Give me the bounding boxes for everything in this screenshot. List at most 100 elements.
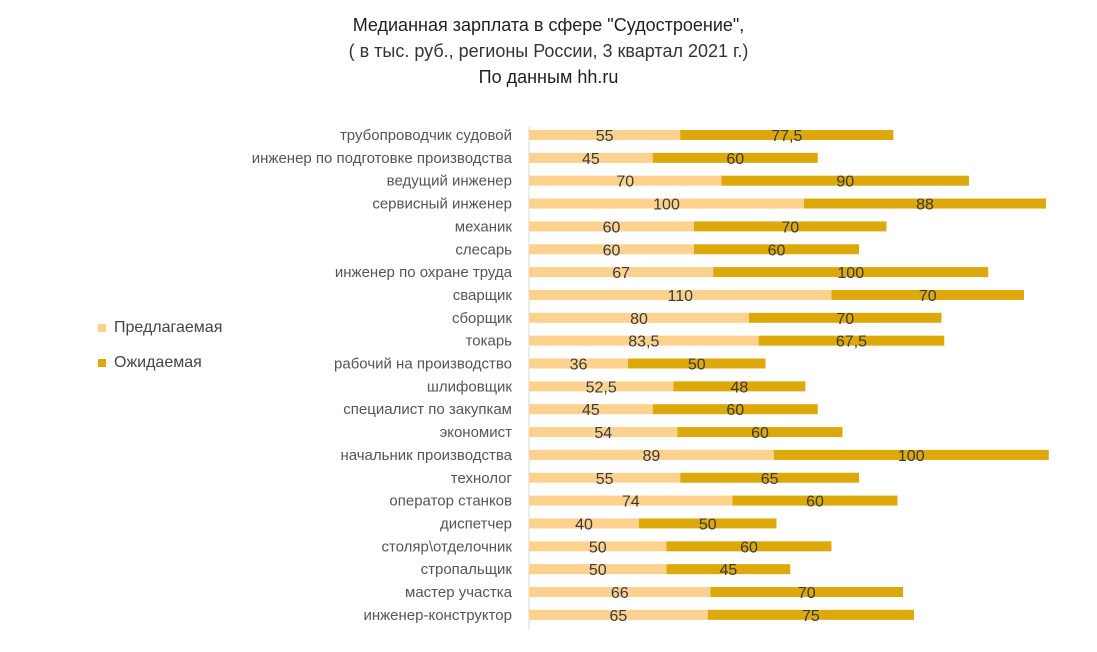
bar-expected [677,427,843,438]
data-label: 50 [589,562,607,579]
data-label: 60 [726,402,744,419]
bar-offered [529,472,681,483]
bar-offered [529,609,708,620]
data-label: 70 [781,219,799,236]
bar-offered [529,427,678,438]
bar-offered [529,564,667,575]
data-label: 67,5 [836,334,867,351]
data-label: 70 [616,174,634,191]
data-label: 40 [575,516,593,533]
bar-expected [732,495,898,506]
data-label: 50 [699,516,717,533]
category-label: слесарь [455,241,512,258]
category-label: технолог [451,470,513,487]
data-label: 66 [611,585,629,602]
data-label: 60 [740,539,758,556]
data-label: 100 [837,265,864,282]
bar-expected [666,564,791,575]
bar-expected [673,381,806,392]
bar-offered [529,289,832,300]
chart-subtitle: ( в тыс. руб., регионы России, 3 квартал… [348,41,749,61]
category-label: инженер по подготовке производства [252,150,513,167]
category-label: ведущий инженер [387,173,512,190]
category-label: столяр\отделочник [381,538,512,555]
data-label: 60 [603,242,621,259]
data-label: 83,5 [628,334,659,351]
data-label: 67 [612,265,630,282]
data-label: 70 [836,311,854,328]
bar-offered [529,130,681,140]
bar-offered [529,152,653,163]
legend-item-expected: Ожидаемая [98,353,222,373]
legend: Предлагаемая Ожидаемая [98,318,222,388]
bar-expected [666,541,832,552]
chart-title: Медианная зарплата в сфере "Судостроение… [352,15,745,35]
legend-item-offered: Предлагаемая [98,318,222,338]
data-label: 60 [768,242,786,259]
bar-expected [773,449,1049,460]
category-label: мастер участка [405,584,513,601]
data-label: 55 [596,128,614,145]
bar-expected [710,587,903,597]
bar-offered [529,495,733,506]
bar-offered [529,175,722,186]
data-label: 70 [919,288,937,305]
data-label: 100 [653,197,680,214]
category-label: токарь [466,333,513,350]
data-label: 45 [582,151,600,168]
bar-expected [749,312,942,323]
legend-swatch-offered [98,324,106,332]
bar-offered [529,221,694,232]
category-label: инженер по охране труда [335,264,513,281]
category-label: начальник производства [340,447,512,464]
data-label: 65 [761,471,779,488]
bar-expected [652,152,818,163]
legend-label-expected: Ожидаемая [114,354,202,371]
data-label: 50 [589,539,607,556]
bar-offered [529,335,759,346]
bar-expected [713,267,989,278]
bar-expected [804,198,1046,209]
chart-source: По данным hh.ru [478,67,619,87]
bar-offered [529,358,628,369]
data-label: 89 [642,448,660,465]
category-label: рабочий на производство [334,356,512,373]
bar-expected [652,404,818,415]
category-label: сервисный инженер [372,196,512,213]
data-label: 45 [719,562,737,579]
data-label: 36 [570,357,588,374]
bar-expected [831,289,1024,300]
data-label: 74 [622,494,640,511]
category-label: специалист по закупкам [343,401,512,418]
legend-label-offered: Предлагаемая [114,319,223,336]
data-label: 88 [916,197,934,214]
bar-offered [529,381,674,392]
category-label: механик [455,218,513,235]
data-label: 110 [667,288,693,305]
bar-offered [529,244,694,255]
chart-title-block: Медианная зарплата в сфере "Судостроение… [0,12,1097,90]
data-label: 52,5 [586,379,617,396]
category-label: инженер-конструктор [363,607,512,624]
bar-offered [529,449,774,460]
data-label: 70 [798,585,816,602]
bar-offered [529,198,804,209]
data-label: 60 [726,151,744,168]
category-label: сборщик [452,310,512,327]
bar-offered [529,404,653,415]
bar-expected [639,518,777,529]
bar-offered [529,541,667,552]
bar-offered [529,312,749,323]
category-label: диспетчер [440,515,512,532]
data-label: 45 [582,402,600,419]
bar-expected [707,609,914,620]
data-label: 65 [609,608,627,625]
data-label: 48 [730,379,748,396]
data-label: 100 [898,448,925,465]
bar-expected [680,472,859,483]
category-label: трубопроводчик судовой [340,127,512,144]
legend-swatch-expected [98,359,106,367]
data-label: 50 [688,357,706,374]
data-label: 55 [596,471,614,488]
